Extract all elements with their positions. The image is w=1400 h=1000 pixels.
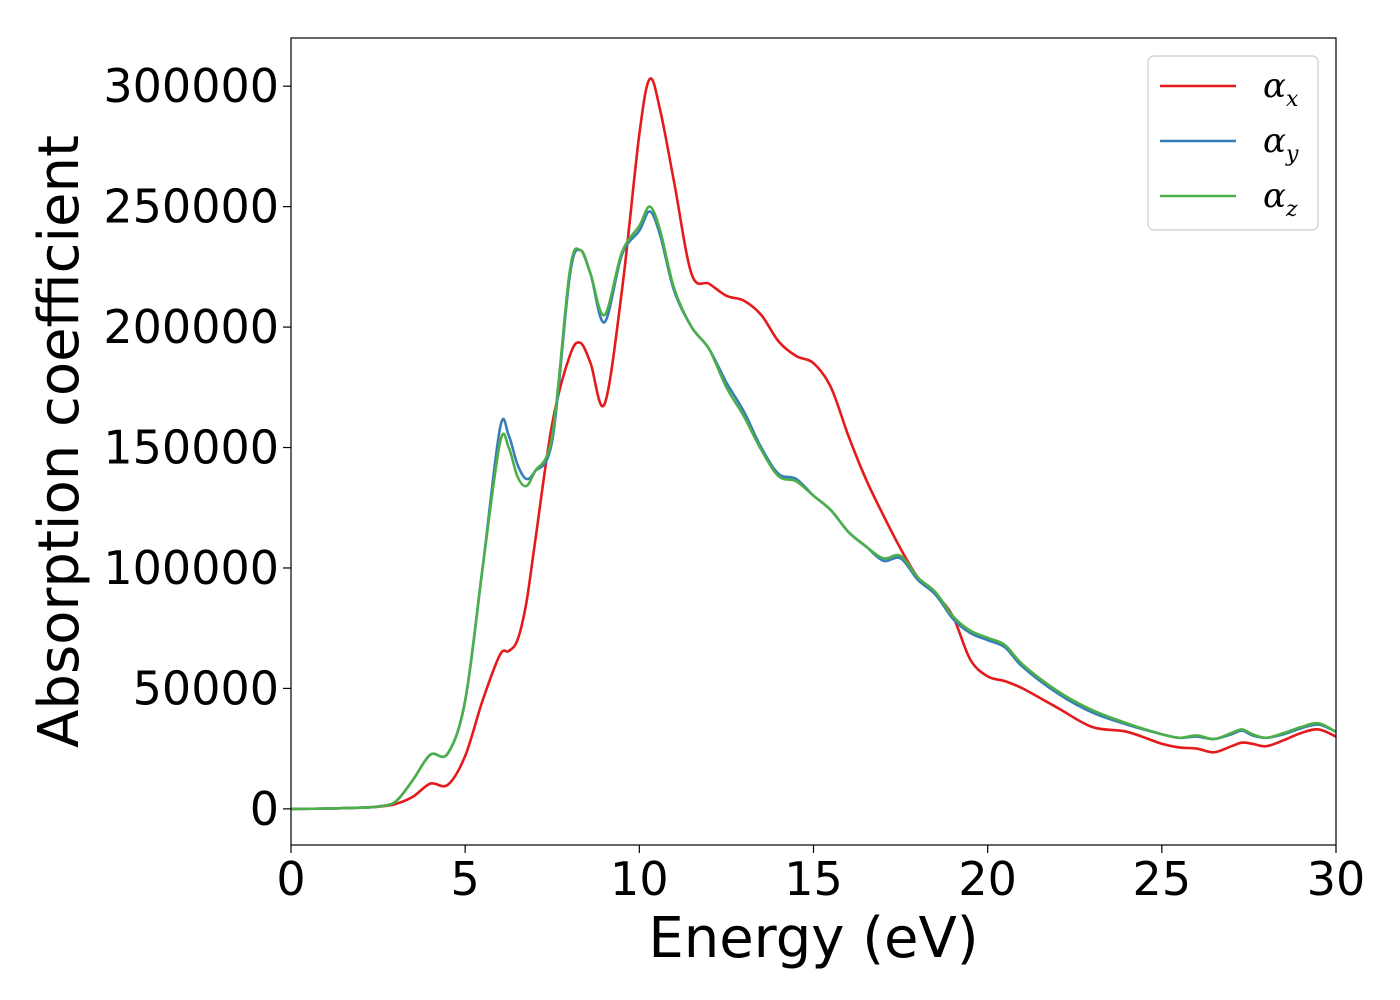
x-axis: 0 5 10 15 20 25 30 xyxy=(276,845,1365,906)
series-line-x xyxy=(290,77,1337,811)
y-tick-label: 200000 xyxy=(103,300,279,354)
x-tick-label: 15 xyxy=(784,852,843,906)
x-tick-label: 20 xyxy=(958,852,1017,906)
y-tick-label: 300000 xyxy=(103,59,279,113)
x-axis-title: Energy (eV) xyxy=(648,906,978,971)
legend-label-x: αx xyxy=(1263,66,1299,112)
y-tick-label: 150000 xyxy=(103,421,279,475)
x-tick-label: 10 xyxy=(610,852,669,906)
y-tick-label: 50000 xyxy=(133,661,279,715)
y-tick-label: 100000 xyxy=(103,541,279,595)
legend-label-y: αy xyxy=(1263,121,1299,167)
x-tick-label: 5 xyxy=(451,852,480,906)
series-line-z xyxy=(290,205,1337,811)
y-axis-title: Absorption coefficient xyxy=(27,135,92,748)
x-tick-label: 30 xyxy=(1307,852,1366,906)
legend-label-z: αz xyxy=(1263,176,1298,222)
x-tick-label: 25 xyxy=(1133,852,1192,906)
y-tick-label: 250000 xyxy=(103,180,279,234)
legend: αx αy αz xyxy=(1147,55,1319,231)
y-tick-label: 0 xyxy=(250,782,279,836)
legend-box xyxy=(1147,55,1319,231)
x-tick-label: 0 xyxy=(276,852,305,906)
series-layer xyxy=(290,77,1337,811)
y-axis: 0 50000 100000 150000 200000 250000 300000 xyxy=(103,59,291,836)
